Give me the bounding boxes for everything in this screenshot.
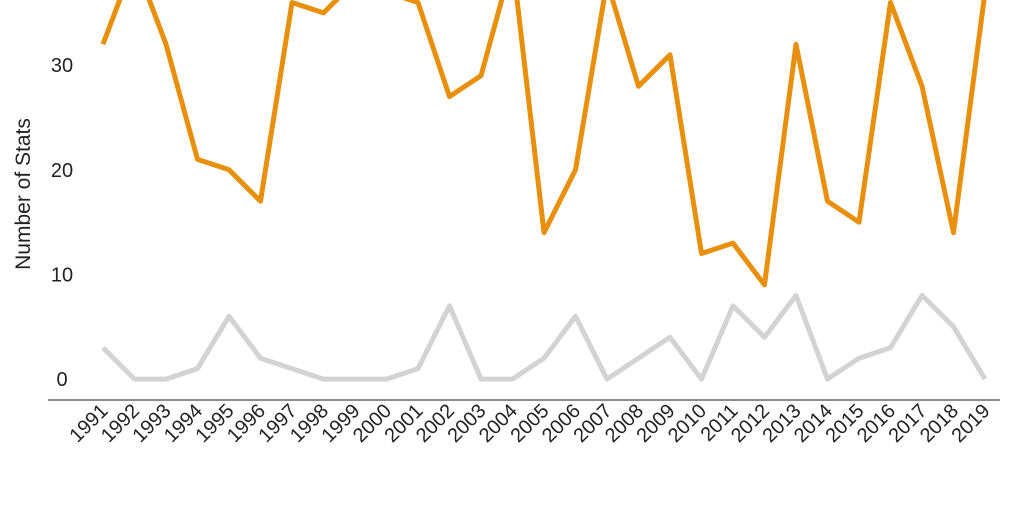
y-tick-label: 0 bbox=[56, 369, 67, 391]
series-line-2 bbox=[101, 292, 988, 382]
series-layer bbox=[100, 0, 988, 382]
x-axis: 1991199219931994199519961997199819992000… bbox=[66, 400, 995, 447]
y-axis: 0 10 20 30 bbox=[51, 55, 73, 391]
y-tick-label: 30 bbox=[51, 55, 73, 77]
x-tick-label: 2019 bbox=[948, 400, 995, 447]
y-tick-label: 10 bbox=[51, 264, 73, 286]
y-tick-label: 20 bbox=[51, 160, 73, 182]
y-axis-title: Number of Stats bbox=[12, 118, 35, 270]
series-line-1 bbox=[100, 0, 987, 288]
